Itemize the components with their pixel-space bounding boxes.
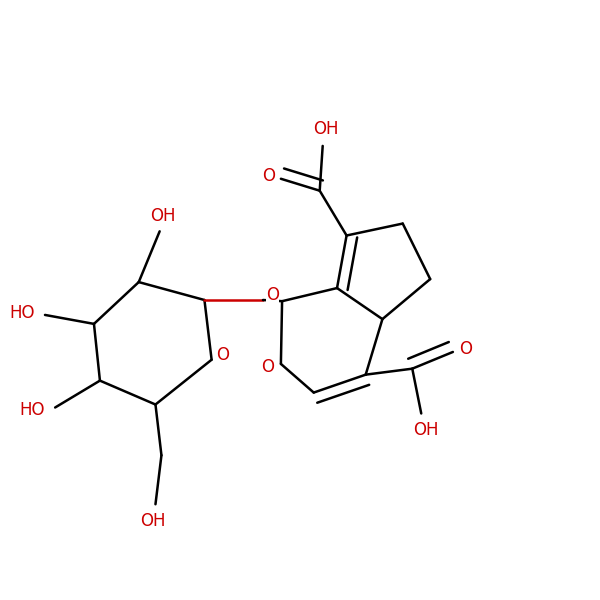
Text: OH: OH	[150, 208, 175, 226]
Text: O: O	[266, 286, 279, 304]
Text: HO: HO	[20, 401, 45, 419]
Text: OH: OH	[140, 512, 165, 530]
Text: O: O	[261, 358, 274, 376]
Text: O: O	[262, 167, 275, 185]
Text: OH: OH	[413, 421, 439, 439]
Text: O: O	[460, 340, 473, 358]
Text: OH: OH	[313, 120, 338, 138]
Text: HO: HO	[10, 304, 35, 322]
Text: O: O	[216, 346, 229, 364]
